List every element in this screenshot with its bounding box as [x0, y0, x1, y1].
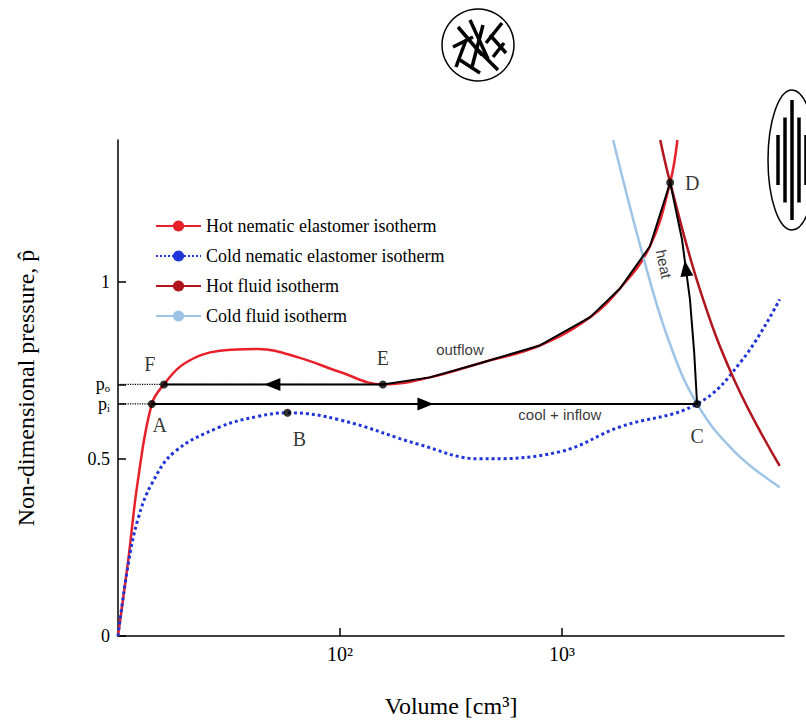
svg-text:Volume [cm³]: Volume [cm³] [385, 693, 518, 719]
svg-text:heat: heat [653, 248, 676, 281]
svg-text:A: A [153, 414, 168, 436]
svg-text:D: D [685, 172, 699, 194]
svg-text:E: E [377, 347, 389, 369]
svg-text:C: C [690, 425, 703, 447]
svg-text:1: 1 [101, 272, 110, 292]
svg-text:10³: 10³ [549, 643, 575, 665]
svg-text:Hot nematic elastomer isotherm: Hot nematic elastomer isotherm [206, 216, 436, 236]
svg-text:pᵢ: pᵢ [98, 394, 110, 414]
svg-text:0.5: 0.5 [88, 449, 111, 469]
svg-text:B: B [293, 428, 306, 450]
svg-text:0: 0 [101, 626, 110, 646]
svg-text:Cold fluid isotherm: Cold fluid isotherm [206, 306, 347, 326]
svg-text:cool + inflow: cool + inflow [518, 406, 601, 423]
svg-text:Hot fluid isotherm: Hot fluid isotherm [206, 276, 339, 296]
svg-text:outflow: outflow [436, 341, 484, 358]
svg-text:F: F [144, 353, 155, 375]
svg-text:pₒ: pₒ [96, 374, 110, 394]
svg-text:Non-dimensional pressure, p̂: Non-dimensional pressure, p̂ [13, 250, 39, 527]
svg-text:10²: 10² [327, 643, 353, 665]
svg-text:Cold nematic elastomer isother: Cold nematic elastomer isotherm [206, 246, 444, 266]
